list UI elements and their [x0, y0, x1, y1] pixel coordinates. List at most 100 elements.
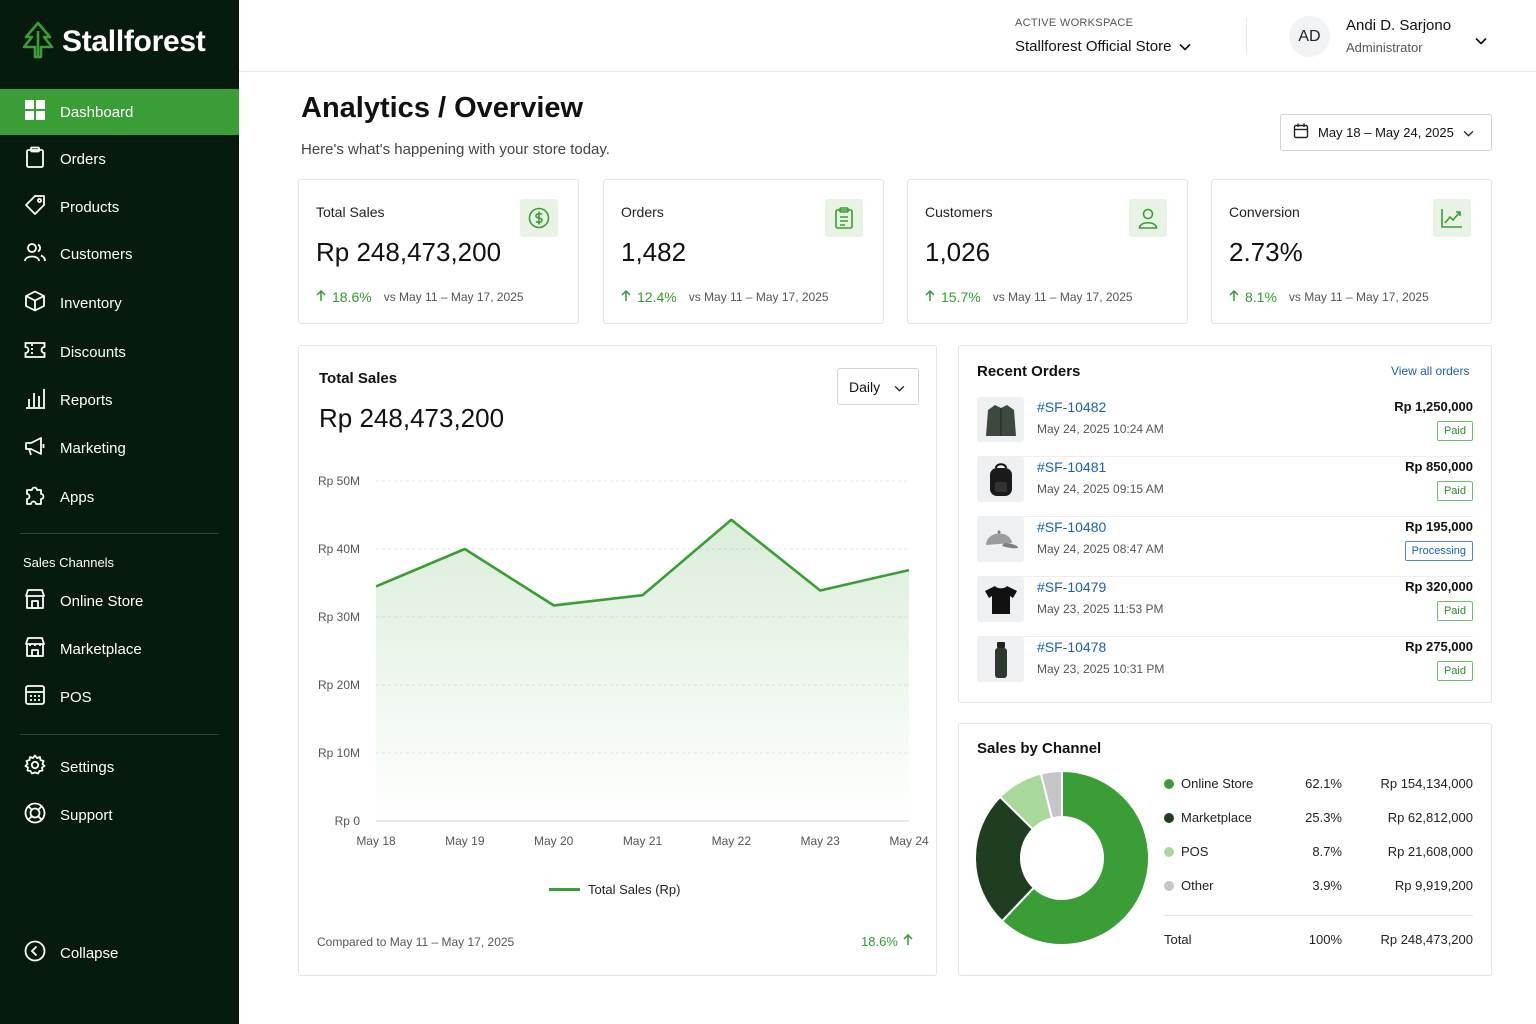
channel-total-pct: 100%	[1308, 932, 1342, 947]
sidebar-item-discounts[interactable]: Discounts	[0, 329, 239, 375]
bottle-icon	[977, 637, 1024, 682]
clipboard-icon	[825, 199, 863, 237]
kpi-change-pct: 18.6%	[332, 289, 372, 305]
sidebar-divider	[20, 734, 219, 735]
arrow-up-icon	[621, 289, 631, 305]
sidebar-item-settings[interactable]: Settings	[0, 744, 239, 790]
order-date: May 23, 2025 10:31 PM	[1037, 662, 1165, 676]
clipboard-icon	[24, 146, 46, 172]
workspace-selector[interactable]: Stallforest Official Store	[1015, 38, 1192, 55]
date-range-picker[interactable]: May 18 – May 24, 2025	[1280, 114, 1492, 151]
sidebar-item-label: Marketplace	[60, 640, 142, 658]
tshirt-icon	[977, 577, 1024, 622]
grid-icon	[24, 99, 46, 125]
arrow-up-icon	[925, 289, 935, 305]
channel-pct: 8.7%	[1312, 844, 1342, 859]
order-id[interactable]: #SF-10480	[1037, 519, 1107, 535]
order-date: May 23, 2025 11:53 PM	[1037, 602, 1164, 616]
sidebar-item-online-store[interactable]: Online Store	[0, 578, 239, 624]
order-date: May 24, 2025 08:47 AM	[1037, 542, 1164, 556]
view-all-orders-link[interactable]: View all orders	[1391, 364, 1470, 378]
channel-pct: 62.1%	[1305, 776, 1342, 791]
x-tick-label: May 22	[712, 834, 752, 848]
collapse-label: Collapse	[60, 944, 119, 962]
x-tick-label: May 24	[889, 834, 929, 848]
kpi-change-pct: 12.4%	[637, 289, 677, 305]
collapse-button[interactable]: Collapse	[0, 930, 239, 976]
x-tick-label: May 19	[445, 834, 485, 848]
order-row[interactable]: #SF-10478 May 23, 2025 10:31 PM Rp 275,0…	[977, 637, 1473, 697]
chart-legend: Total Sales (Rp)	[549, 882, 680, 897]
y-tick-label: Rp 10M	[318, 746, 360, 760]
channel-row: Other 3.9% Rp 9,919,200	[1164, 876, 1473, 896]
tag-icon	[24, 194, 46, 220]
channel-pct: 3.9%	[1312, 878, 1342, 893]
status-badge: Processing	[1404, 541, 1473, 561]
sidebar-item-label: Reports	[60, 391, 113, 409]
order-row[interactable]: #SF-10479 May 23, 2025 11:53 PM Rp 320,0…	[977, 577, 1473, 637]
sidebar-item-label: Online Store	[60, 592, 144, 610]
brand[interactable]: Stallforest	[22, 21, 206, 64]
workspace-name: Stallforest Official Store	[1015, 38, 1172, 55]
order-row[interactable]: #SF-10480 May 24, 2025 08:47 AM Rp 195,0…	[977, 517, 1473, 577]
brand-name: Stallforest	[62, 25, 206, 58]
sidebar-item-label: Orders	[60, 150, 106, 168]
status-badge: Paid	[1436, 481, 1473, 501]
arrow-up-icon	[903, 933, 913, 949]
y-tick-label: Rp 30M	[318, 610, 360, 624]
x-tick-label: May 18	[356, 834, 396, 848]
channel-color-dot	[1164, 847, 1174, 857]
header-divider	[1246, 18, 1247, 55]
pos-icon	[24, 684, 46, 710]
trend-icon	[1433, 199, 1471, 237]
channel-color-dot	[1164, 813, 1174, 823]
sidebar-item-products[interactable]: Products	[0, 184, 239, 230]
status-badge: Paid	[1436, 421, 1473, 441]
interval-select[interactable]: Daily	[837, 368, 919, 405]
avatar[interactable]: AD	[1289, 16, 1330, 57]
user-menu-chevron-icon[interactable]	[1475, 32, 1487, 50]
sidebar-item-apps[interactable]: Apps	[0, 474, 239, 520]
sidebar-item-label: Products	[60, 198, 120, 216]
order-id[interactable]: #SF-10478	[1037, 639, 1107, 655]
y-tick-label: Rp 0	[335, 814, 361, 828]
donut-slice	[1000, 769, 1150, 946]
channel-pct: 25.3%	[1305, 810, 1342, 825]
sidebar-item-marketing[interactable]: Marketing	[0, 425, 239, 471]
channel-amount: Rp 62,812,000	[1387, 810, 1473, 825]
order-row[interactable]: #SF-10481 May 24, 2025 09:15 AM Rp 850,0…	[977, 457, 1473, 517]
bar-chart-icon	[24, 387, 46, 413]
sidebar-item-orders[interactable]: Orders	[0, 136, 239, 182]
order-id[interactable]: #SF-10481	[1037, 459, 1107, 475]
order-amount: Rp 195,000	[1405, 519, 1473, 534]
kpi-card-customers: Customers 1,026 15.7% vs May 11 – May 17…	[907, 179, 1188, 324]
status-badge: Paid	[1436, 601, 1473, 621]
channel-total-amount: Rp 248,473,200	[1380, 932, 1473, 947]
sales-compare-change: 18.6%	[861, 933, 913, 949]
puzzle-icon	[24, 484, 46, 510]
arrow-up-icon	[316, 289, 326, 305]
sidebar-divider	[20, 533, 219, 534]
y-tick-label: Rp 20M	[318, 678, 360, 692]
sidebar-item-marketplace[interactable]: Marketplace	[0, 626, 239, 672]
tree-logo-icon	[22, 21, 54, 64]
chevron-down-icon	[894, 379, 905, 395]
marketplace-icon	[24, 636, 46, 662]
sidebar-item-support[interactable]: Support	[0, 792, 239, 838]
users-icon	[24, 241, 46, 267]
dollar-icon	[520, 199, 558, 237]
kpi-label: Customers	[925, 204, 993, 220]
channel-divider	[1164, 915, 1473, 916]
sidebar-item-inventory[interactable]: Inventory	[0, 280, 239, 326]
sidebar-item-reports[interactable]: Reports	[0, 377, 239, 423]
sidebar-item-label: Support	[60, 806, 113, 824]
sidebar-item-pos[interactable]: POS	[0, 674, 239, 720]
order-row[interactable]: #SF-10482 May 24, 2025 10:24 AM Rp 1,250…	[977, 397, 1473, 457]
channel-amount: Rp 154,134,000	[1380, 776, 1473, 791]
sales-compare-text: Compared to May 11 – May 17, 2025	[317, 935, 515, 949]
kpi-label: Orders	[621, 204, 664, 220]
order-id[interactable]: #SF-10482	[1037, 399, 1107, 415]
sidebar-item-dashboard[interactable]: Dashboard	[0, 89, 239, 135]
sidebar-item-customers[interactable]: Customers	[0, 231, 239, 277]
order-id[interactable]: #SF-10479	[1037, 579, 1107, 595]
